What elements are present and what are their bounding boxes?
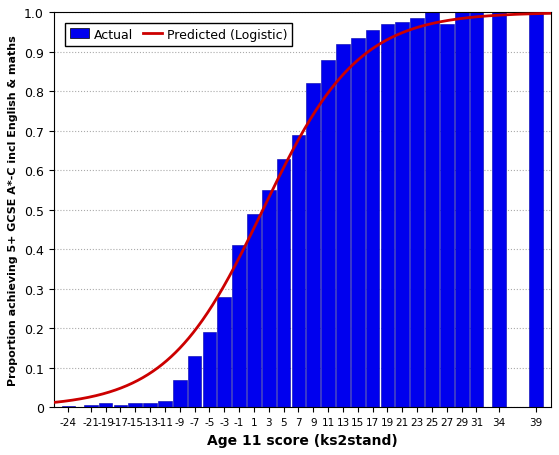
Bar xyxy=(440,25,454,408)
Bar xyxy=(277,159,291,408)
Bar xyxy=(410,19,424,408)
Bar xyxy=(84,405,98,408)
X-axis label: Age 11 score (ks2stand): Age 11 score (ks2stand) xyxy=(207,433,397,447)
Bar xyxy=(262,191,276,408)
Bar xyxy=(292,136,305,408)
Bar xyxy=(217,297,231,408)
Bar xyxy=(381,25,394,408)
Bar xyxy=(129,404,142,408)
Y-axis label: Proportion achieving 5+ GCSE A*-C incl English & maths: Proportion achieving 5+ GCSE A*-C incl E… xyxy=(8,35,18,385)
Bar xyxy=(366,31,380,408)
Bar xyxy=(202,333,216,408)
Bar xyxy=(395,23,409,408)
Bar xyxy=(306,84,320,408)
Bar xyxy=(113,405,127,408)
Bar xyxy=(61,406,75,408)
Bar xyxy=(99,404,112,408)
Legend: Actual, Predicted (Logistic): Actual, Predicted (Logistic) xyxy=(65,24,292,46)
Bar xyxy=(336,45,350,408)
Bar xyxy=(232,246,246,408)
Bar xyxy=(321,61,335,408)
Bar xyxy=(173,380,187,408)
Bar xyxy=(351,39,364,408)
Bar xyxy=(425,13,439,408)
Bar xyxy=(529,13,543,408)
Bar xyxy=(470,13,484,408)
Bar xyxy=(492,13,505,408)
Bar xyxy=(455,13,468,408)
Bar xyxy=(143,403,157,408)
Bar xyxy=(158,402,172,408)
Bar xyxy=(188,356,201,408)
Bar xyxy=(247,214,261,408)
